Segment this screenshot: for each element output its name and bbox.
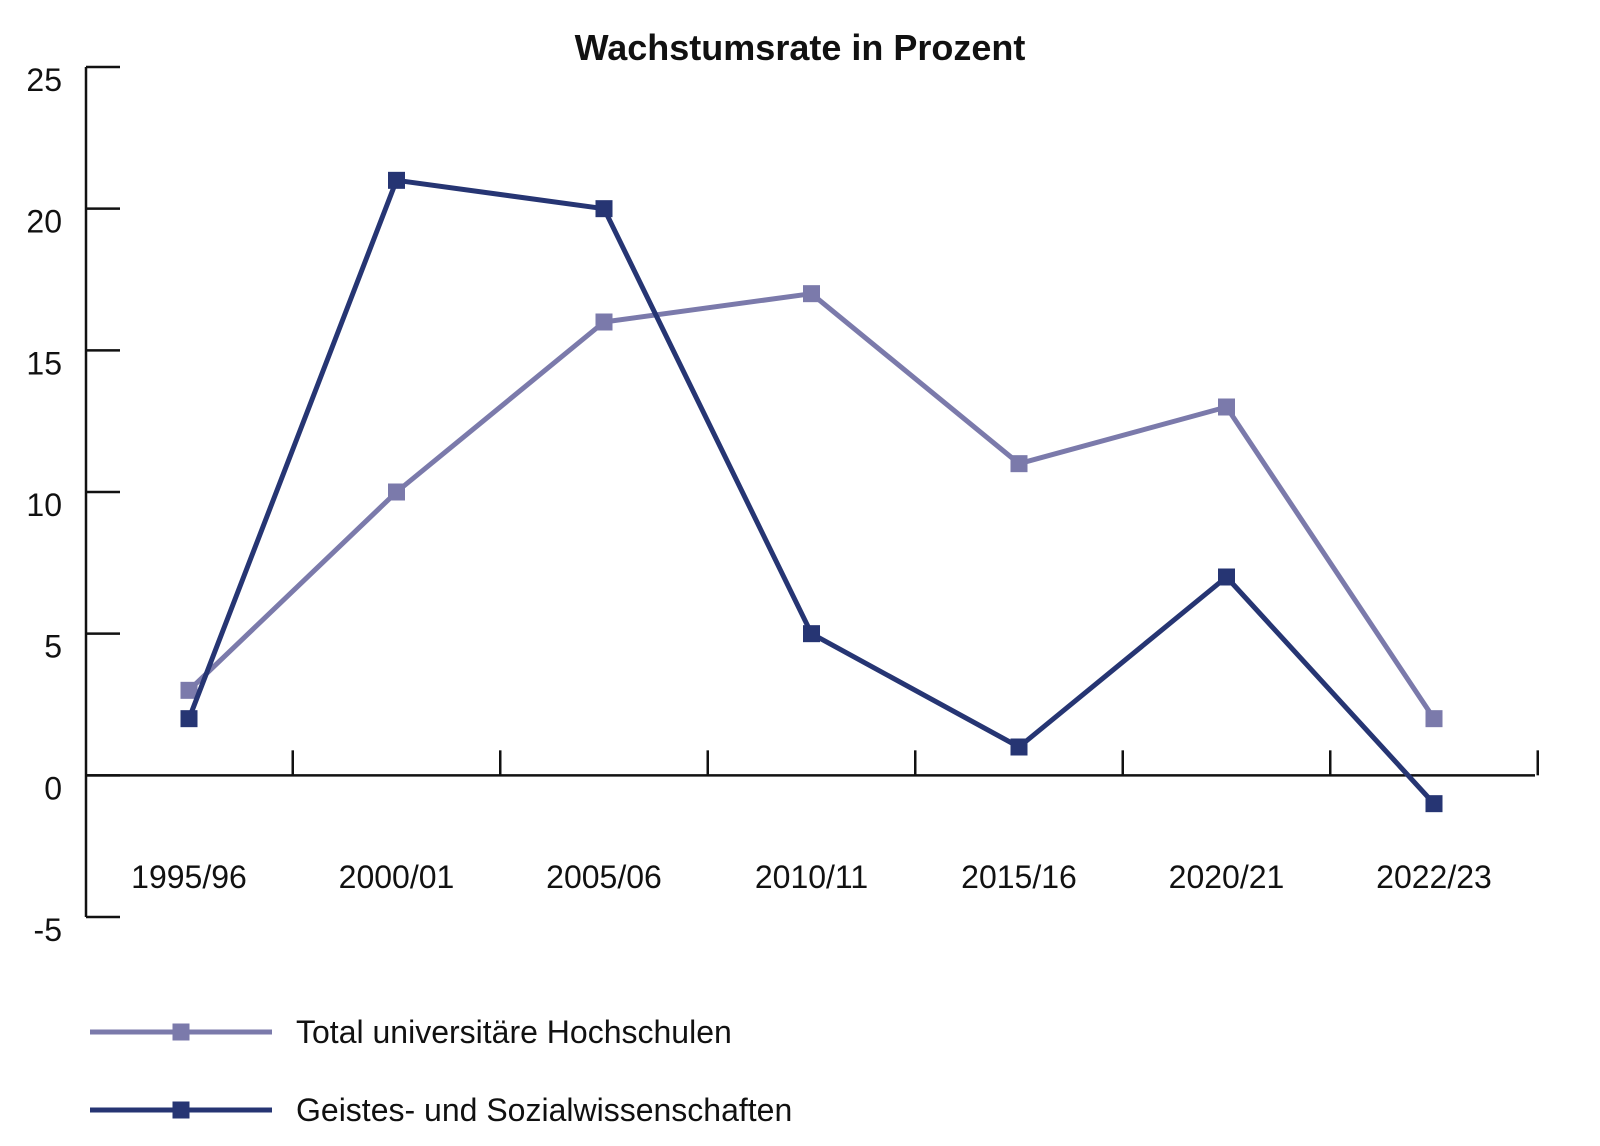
legend: Total universitäre Hochschulen Geistes- u…	[90, 1014, 792, 1128]
legend-marker	[172, 1023, 190, 1041]
y-tick-label: 15	[26, 345, 62, 381]
series-1	[180, 285, 1443, 728]
data-point	[803, 285, 820, 303]
x-tick-label: 2000/01	[339, 859, 455, 895]
legend-item: Geistes- und Sozialwissenschaften	[90, 1092, 792, 1128]
data-point	[1425, 795, 1443, 813]
y-tick-label: 20	[26, 204, 62, 240]
y-tick-label: 10	[26, 487, 62, 523]
legend-marker	[172, 1101, 190, 1119]
x-tick-label: 2005/06	[546, 859, 662, 895]
x-tick-label: 2022/23	[1376, 859, 1492, 895]
data-point	[180, 710, 198, 728]
series-2	[180, 171, 1443, 813]
data-point	[388, 483, 405, 501]
data-point	[595, 200, 613, 218]
x-tick-label: 2015/16	[961, 859, 1077, 895]
y-tick-label: 5	[44, 629, 62, 665]
legend-label: Geistes- und Sozialwissenschaften	[296, 1092, 792, 1128]
legend-item: Total universitäre Hochschulen	[90, 1014, 732, 1050]
data-point	[1218, 398, 1235, 416]
data-point	[803, 625, 820, 643]
data-point	[1218, 568, 1235, 586]
x-tick-label: 2020/21	[1169, 859, 1285, 895]
chart-title: Wachstumsrate in Prozent	[575, 27, 1026, 68]
x-tick-label: 2010/11	[755, 859, 868, 895]
series-line	[186, 177, 1436, 806]
data-point	[595, 313, 613, 331]
legend-label: Total universitäre Hochschulen	[296, 1014, 732, 1050]
series-layer	[180, 171, 1443, 813]
data-point	[1425, 710, 1443, 728]
y-tick-label: 25	[26, 62, 62, 98]
data-point	[388, 171, 405, 189]
y-tick-label: -5	[34, 912, 62, 948]
data-point	[1010, 455, 1028, 473]
series-line	[187, 291, 1437, 721]
data-point	[180, 681, 198, 699]
data-point	[1010, 738, 1028, 756]
y-tick-label: 0	[44, 770, 62, 806]
x-tick-label: 1995/96	[131, 859, 247, 895]
axes: 25 20 15 10 5 0 -5 1995/96 2000/01 2005/06 2010/11…	[26, 62, 1539, 948]
